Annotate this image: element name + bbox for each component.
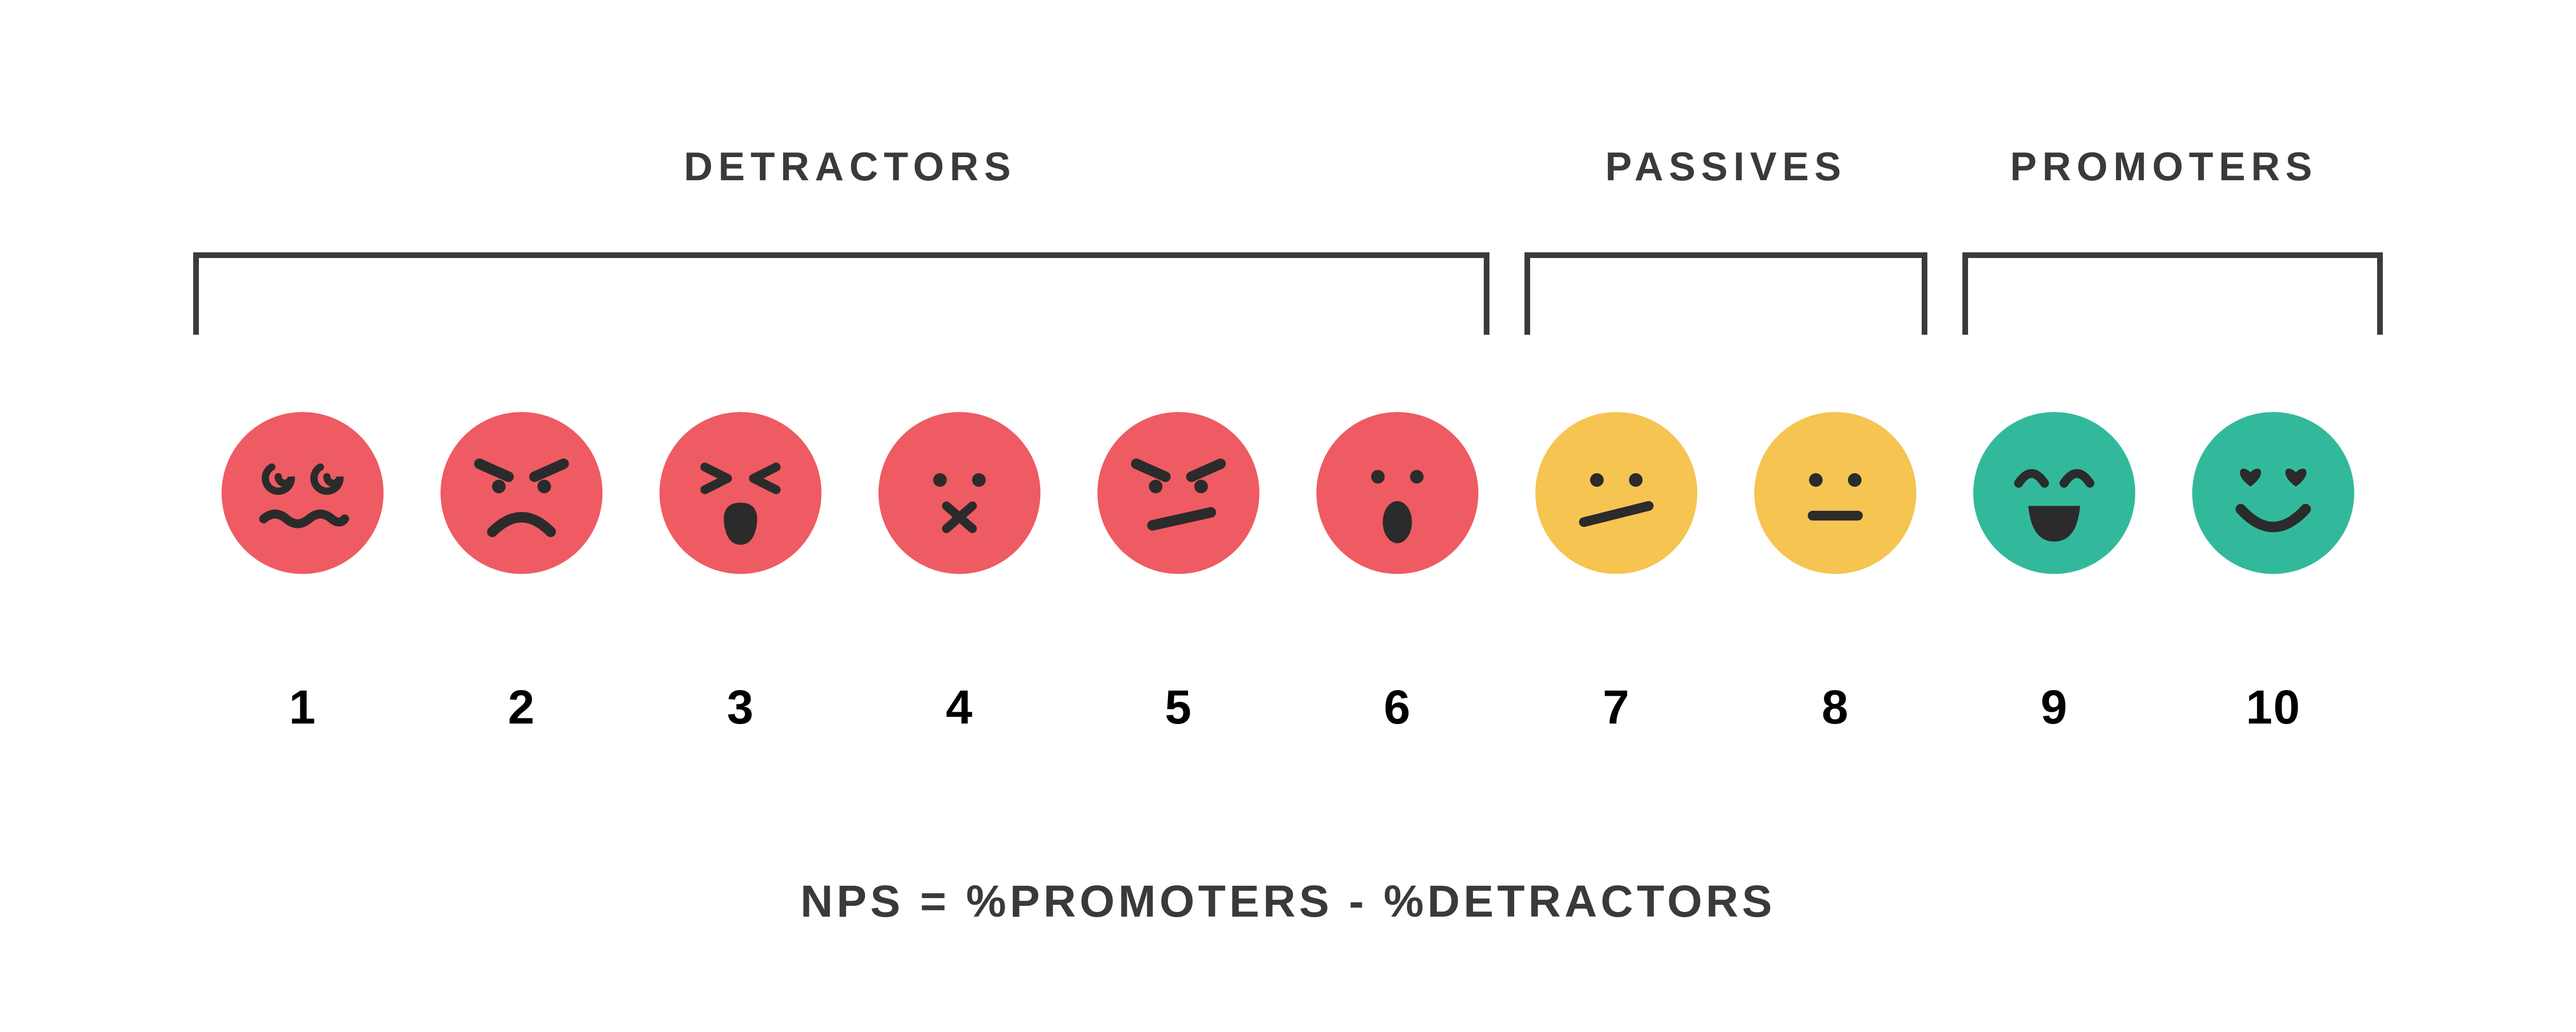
number-cell-8: 8	[1726, 680, 1945, 735]
number-label-6: 6	[1384, 680, 1411, 735]
face-squint_shout-icon	[659, 412, 822, 574]
group-label-detractors: DETRACTORS	[684, 144, 1016, 190]
number-cell-10: 10	[2164, 680, 2383, 735]
face-cell-5	[1069, 412, 1288, 574]
face-cell-3	[631, 412, 850, 574]
number-label-10: 10	[2246, 680, 2301, 735]
faces-row	[193, 412, 2383, 574]
number-label-5: 5	[1165, 680, 1192, 735]
number-label-7: 7	[1603, 680, 1630, 735]
number-cell-4: 4	[850, 680, 1069, 735]
face-cell-1	[193, 412, 412, 574]
face-dizzy-icon	[222, 412, 384, 574]
number-label-9: 9	[2041, 680, 2068, 735]
face-cell-9	[1945, 412, 2164, 574]
face-laugh-icon	[1973, 412, 2136, 574]
group-label-promoters: PROMOTERS	[2010, 144, 2317, 190]
group-label-text-promoters: PROMOTERS	[2010, 144, 2317, 190]
group-label-text-passives: PASSIVES	[1605, 144, 1847, 190]
number-label-1: 1	[289, 680, 316, 735]
face-cell-4	[850, 412, 1069, 574]
number-label-3: 3	[727, 680, 754, 735]
face-shocked-icon	[1316, 412, 1479, 574]
number-cell-1: 1	[193, 680, 412, 735]
number-label-8: 8	[1822, 680, 1849, 735]
bracket-promoters	[1962, 252, 2383, 335]
face-annoyed-icon	[1097, 412, 1260, 574]
number-label-4: 4	[946, 680, 973, 735]
face-angry-icon	[440, 412, 603, 574]
bracket-detractors	[193, 252, 1489, 335]
group-label-passives: PASSIVES	[1605, 144, 1847, 190]
number-cell-9: 9	[1945, 680, 2164, 735]
number-cell-5: 5	[1069, 680, 1288, 735]
nps-infographic: DETRACTORSPASSIVESPROMOTERS 12345678910 …	[0, 0, 2576, 1030]
group-label-row: DETRACTORS PASSIVES PROMOTERS	[193, 144, 2383, 227]
number-cell-3: 3	[631, 680, 850, 735]
group-label-text-detractors: DETRACTORS	[684, 144, 1016, 190]
face-cell-6	[1288, 412, 1507, 574]
number-cell-2: 2	[412, 680, 631, 735]
bracket-passives	[1524, 252, 1927, 335]
face-cell-8	[1726, 412, 1945, 574]
face-cell-10	[2164, 412, 2383, 574]
face-cell-2	[412, 412, 631, 574]
face-skeptical-icon	[1535, 412, 1698, 574]
face-neutral-icon	[1754, 412, 1917, 574]
number-cell-7: 7	[1507, 680, 1726, 735]
numbers-row: 1 2 3 4 5 6 7 8 9 10	[193, 680, 2383, 735]
bracket-row	[193, 252, 2383, 335]
face-hearteyes-icon	[2192, 412, 2354, 574]
nps-formula: NPS = %PROMOTERS - %DETRACTORS	[801, 876, 1776, 926]
face-mute-icon	[878, 412, 1041, 574]
formula-row: NPS = %PROMOTERS - %DETRACTORS	[0, 875, 2576, 927]
number-label-2: 2	[508, 680, 535, 735]
face-cell-7	[1507, 412, 1726, 574]
number-cell-6: 6	[1288, 680, 1507, 735]
